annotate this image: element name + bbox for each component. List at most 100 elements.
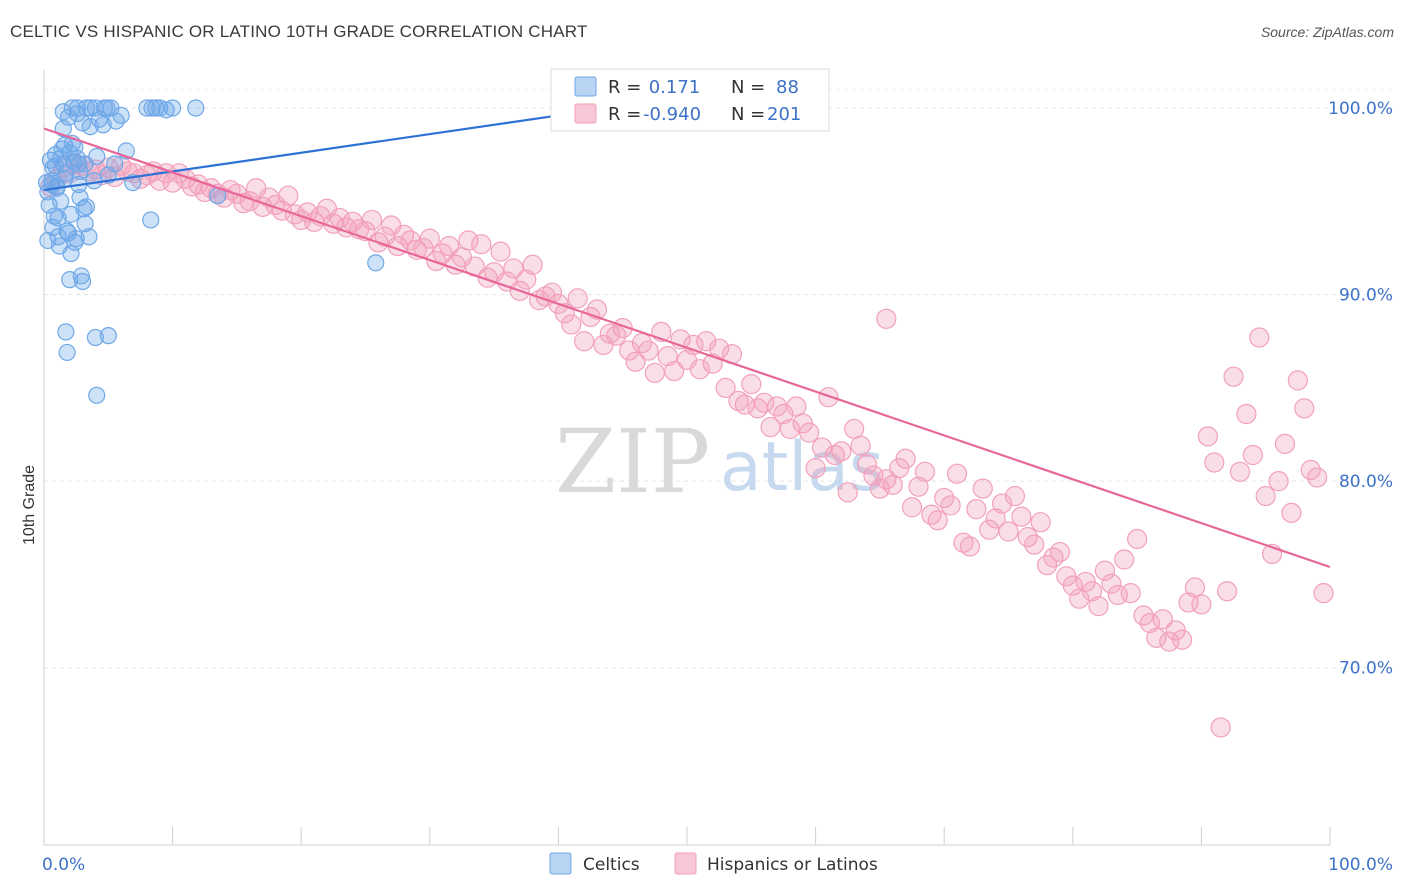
hispanic-point-126 xyxy=(850,435,871,456)
hispanic-point-91 xyxy=(625,351,646,372)
celtic-point-80 xyxy=(44,159,62,177)
celtic-point-27 xyxy=(72,267,90,285)
series-hispanic-points xyxy=(40,153,1334,738)
hispanic-point-162 xyxy=(1081,581,1103,602)
y-tick-label-3: 100.0% xyxy=(1328,99,1393,119)
celtic-point-74 xyxy=(99,327,117,345)
y-tick-label-0: 70.0% xyxy=(1339,659,1393,679)
celtic-point-31 xyxy=(77,198,96,216)
hispanic-point-97 xyxy=(664,360,685,382)
celtic-point-26 xyxy=(71,188,89,207)
hispanic-point-82 xyxy=(567,288,588,309)
hispanic-point-55 xyxy=(393,224,415,245)
chart-title: CELTIC VS HISPANIC OR LATINO 10TH GRADE … xyxy=(10,22,588,41)
bottom-legend-label-celtics: Celtics xyxy=(583,855,640,875)
hispanic-point-107 xyxy=(728,390,749,412)
hispanic-point-67 xyxy=(471,234,492,255)
hispanic-point-163 xyxy=(1088,596,1109,617)
bottom-legend-label-hispanics: Hispanics or Latinos xyxy=(707,855,878,875)
hispanic-point-178 xyxy=(1184,577,1206,598)
celtic-point-35 xyxy=(77,99,96,117)
bottom-legend: Celtics Hispanics or Latinos xyxy=(549,852,878,875)
hispanic-point-137 xyxy=(921,504,942,525)
celtic-point-47 xyxy=(187,99,205,117)
hispanic-point-168 xyxy=(1120,583,1141,604)
hispanic-point-114 xyxy=(773,403,794,425)
legend-n-value-hispanics: 201 xyxy=(767,104,801,125)
hispanic-point-75 xyxy=(522,254,543,275)
legend-r-value-hispanics: -0.940 xyxy=(643,104,701,125)
hispanic-point-122 xyxy=(824,444,845,466)
hispanic-point-144 xyxy=(966,499,987,520)
hispanic-point-151 xyxy=(1011,506,1032,527)
celtic-point-75 xyxy=(58,343,76,362)
hispanic-point-125 xyxy=(844,418,865,440)
hispanic-point-184 xyxy=(1223,366,1244,387)
hispanic-point-118 xyxy=(799,422,820,443)
hispanic-point-195 xyxy=(1294,398,1315,419)
celtic-point-49 xyxy=(59,108,78,126)
celtic-point-83 xyxy=(80,228,98,246)
series-celtic-points xyxy=(37,99,385,404)
celtic-point-45 xyxy=(151,99,169,117)
hispanic-point-173 xyxy=(1152,609,1173,630)
hispanic-point-93 xyxy=(638,340,659,361)
hispanic-point-176 xyxy=(1172,629,1193,650)
hispanic-point-136 xyxy=(914,461,936,482)
hispanic-point-181 xyxy=(1204,452,1225,473)
hispanic-point-128 xyxy=(863,465,884,486)
celtic-point-51 xyxy=(81,99,99,117)
bottom-legend-swatch-hispanics xyxy=(674,852,697,875)
celtic-point-13 xyxy=(54,119,72,138)
hispanic-point-147 xyxy=(985,508,1006,529)
legend-n-label-celtics: N = xyxy=(731,77,765,98)
celtic-point-43 xyxy=(138,99,156,117)
hispanic-point-115 xyxy=(779,418,800,440)
x-tick-label-0: 0.0% xyxy=(42,855,85,875)
hispanic-point-134 xyxy=(901,497,923,518)
hispanic-point-177 xyxy=(1178,592,1199,613)
hispanic-point-123 xyxy=(831,441,852,462)
celtic-point-59 xyxy=(88,147,106,166)
celtic-point-72 xyxy=(57,323,75,341)
hispanic-trendline xyxy=(43,127,1331,569)
celtic-point-84 xyxy=(112,106,130,125)
celtic-point-65 xyxy=(71,162,89,181)
hispanic-point-119 xyxy=(805,457,826,479)
celtic-point-77 xyxy=(39,231,57,250)
hispanic-point-50 xyxy=(361,209,383,231)
hispanic-point-131 xyxy=(882,474,903,495)
hispanic-point-83 xyxy=(574,331,595,352)
watermark-zip: ZIP xyxy=(555,410,710,513)
celtic-point-52 xyxy=(95,99,114,117)
hispanic-point-194 xyxy=(1287,370,1308,391)
legend-r-label-celtics: R = xyxy=(608,77,641,98)
hispanic-point-143 xyxy=(959,536,981,557)
hispanic-point-70 xyxy=(490,241,511,262)
hispanic-point-186 xyxy=(1236,403,1257,425)
legend-box xyxy=(550,68,830,132)
hispanic-point-180 xyxy=(1197,426,1218,447)
hispanic-point-74 xyxy=(516,269,537,290)
celtic-point-33 xyxy=(68,99,87,117)
celtic-point-28 xyxy=(73,272,92,291)
hispanic-point-145 xyxy=(972,478,993,499)
hispanic-point-121 xyxy=(818,387,839,408)
hispanic-point-96 xyxy=(657,346,678,367)
celtic-point-46 xyxy=(164,99,182,117)
hispanic-point-101 xyxy=(689,359,710,380)
hispanic-point-65 xyxy=(458,230,479,251)
source-credit: Source: ZipAtlas.com xyxy=(1260,24,1394,40)
hispanic-point-120 xyxy=(811,437,833,458)
celtic-point-85 xyxy=(157,101,175,119)
hispanic-point-59 xyxy=(419,228,440,249)
hispanic-point-156 xyxy=(1043,547,1064,568)
hispanic-point-189 xyxy=(1255,485,1276,507)
hispanic-point-183 xyxy=(1217,581,1238,602)
hispanic-point-167 xyxy=(1114,549,1135,570)
legend-n-label-hispanics: N = xyxy=(731,104,765,125)
hispanic-point-191 xyxy=(1268,471,1289,492)
hispanic-point-187 xyxy=(1242,444,1263,466)
celtic-point-71 xyxy=(367,254,385,272)
